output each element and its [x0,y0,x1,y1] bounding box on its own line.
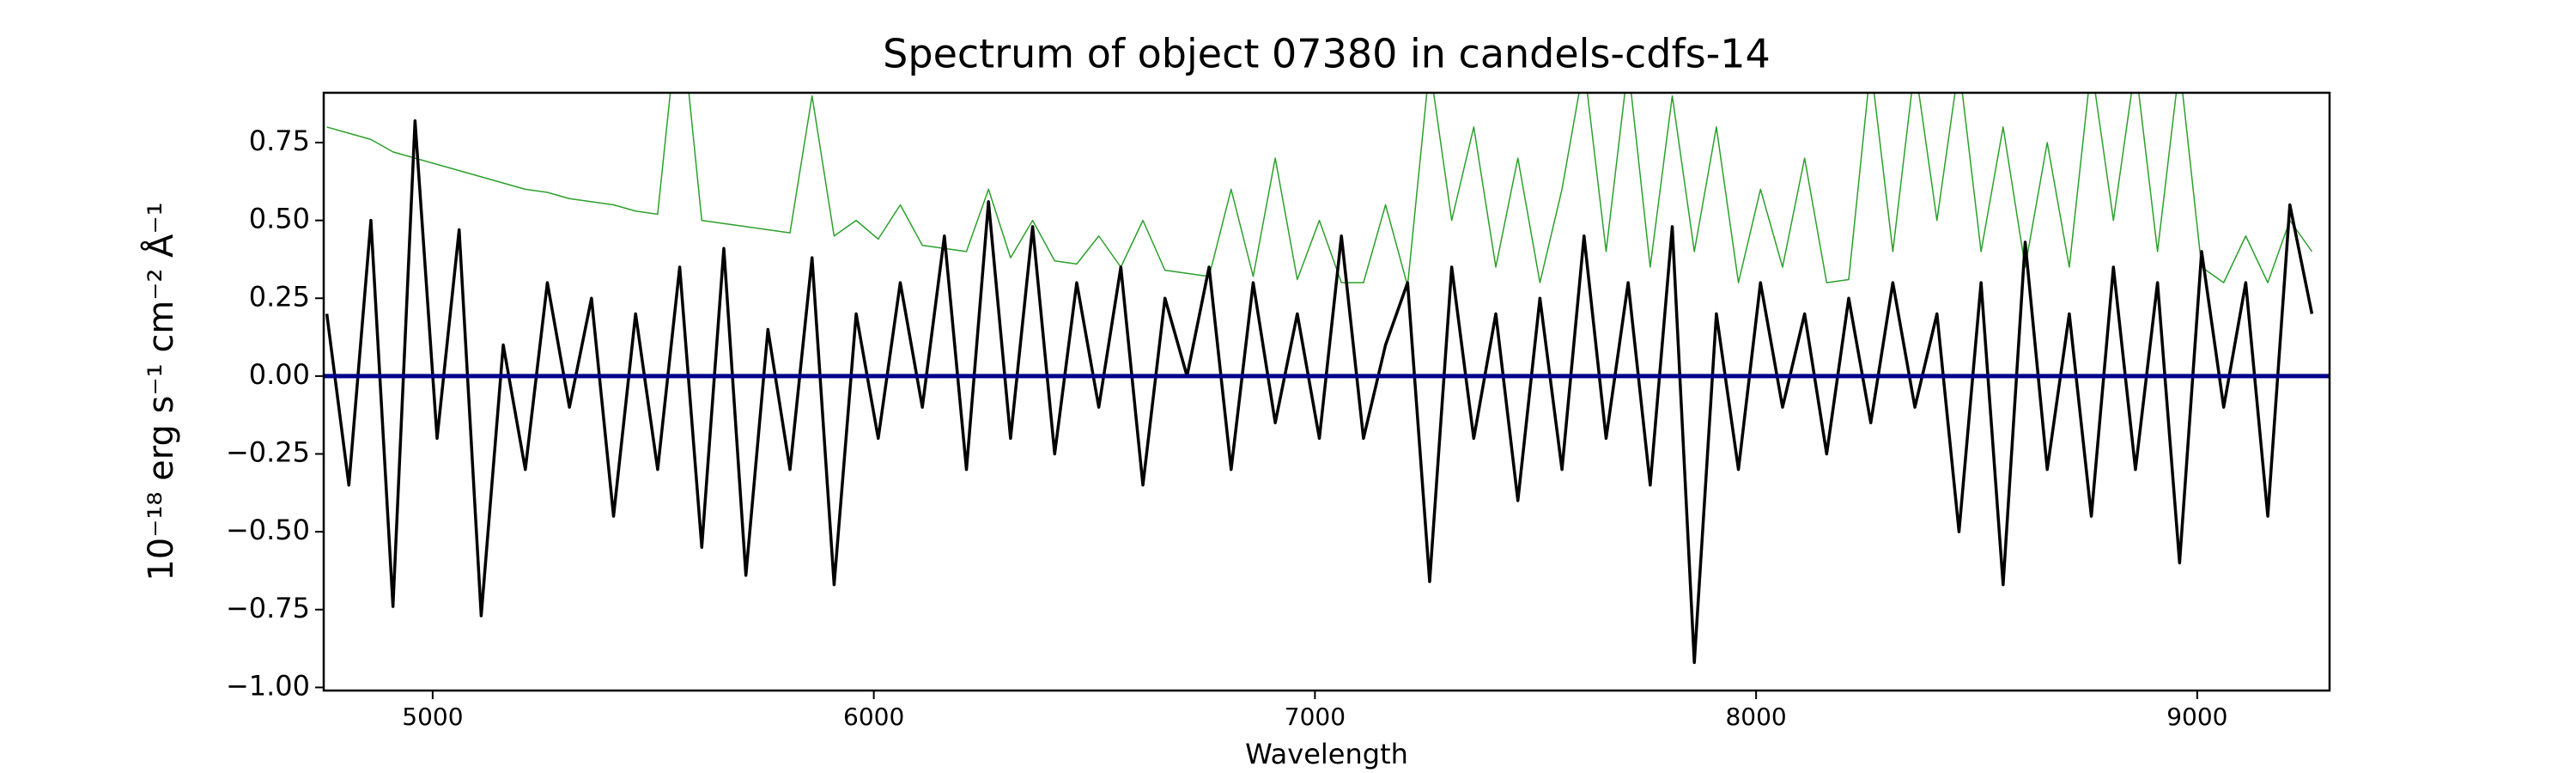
y-tick-label: −1.00 [226,669,310,702]
plot-area [324,93,2330,665]
y-tick-label: 0.25 [249,280,310,313]
y-tick-label: −0.25 [226,436,310,469]
x-tick-label: 8000 [1725,703,1786,731]
spectrum-line [326,93,2313,287]
x-axis-label: Wavelength [1245,738,1408,770]
y-tick-label: 0.75 [249,125,310,157]
x-tick-label: 7000 [1285,703,1346,731]
x-tick-label: 6000 [843,703,904,731]
x-tick-label: 5000 [402,703,463,731]
x-tick-label: 9000 [2166,703,2227,731]
spectrum-line [325,119,2314,665]
y-axis-label: 10⁻¹⁸ erg s⁻¹ cm⁻² Å⁻¹ [140,202,181,581]
chart-title: Spectrum of object 07380 in candels-cdfs… [883,31,1771,77]
y-tick-label: 0.00 [249,358,310,391]
y-tick-label: 0.50 [249,203,310,235]
y-tick-label: −0.50 [226,514,310,546]
plot-frame [322,91,2331,692]
y-tick-label: −0.75 [226,592,310,624]
